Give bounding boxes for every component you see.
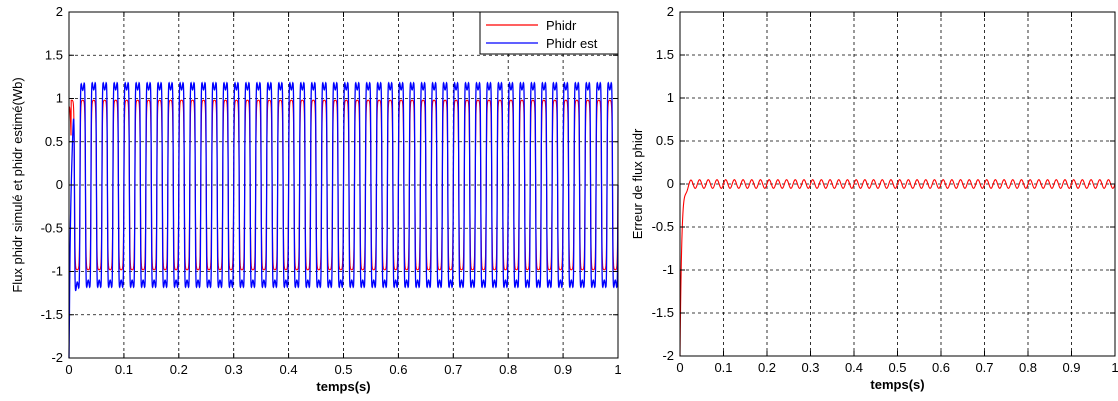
x-tick-label: 1 — [1111, 360, 1118, 375]
x-tick-label: 0.4 — [280, 362, 298, 377]
y-tick-label: 2 — [56, 4, 63, 19]
x-axis-label: temps(s) — [316, 379, 370, 394]
y-tick-label: 1 — [56, 91, 63, 106]
grid — [69, 12, 618, 358]
y-tick-label: 1.5 — [656, 47, 674, 62]
y-tick-label: -2 — [51, 350, 63, 365]
y-tick-label: -0.5 — [652, 219, 674, 234]
x-tick-label: 0.2 — [170, 362, 188, 377]
grid — [680, 12, 1115, 356]
y-tick-label: 0.5 — [656, 133, 674, 148]
x-tick-label: 0.5 — [888, 360, 906, 375]
y-tick-label: -1.5 — [41, 307, 63, 322]
legend-label: Phidr est — [546, 36, 598, 51]
legend: Phidr Phidr est — [479, 11, 619, 55]
error-chart: 0 0.1 0.2 0.3 0.4 0.5 0.6 0.7 0.8 0.9 1 2 1.5 1 0.5 0 -0… — [630, 4, 1118, 392]
y-tick-label: 0 — [56, 177, 63, 192]
x-tick-label: 0 — [65, 362, 72, 377]
x-tick-label: 0.9 — [554, 362, 572, 377]
legend-box — [479, 11, 619, 55]
y-tick-label: 2 — [667, 4, 674, 19]
y-tick-label: -0.5 — [41, 220, 63, 235]
x-axis-label: temps(s) — [870, 377, 924, 392]
series-line-error — [679, 179, 1116, 357]
x-tick-label: 1 — [614, 362, 621, 377]
x-tick-label: 0 — [676, 360, 683, 375]
flux-chart: 0 0.1 0.2 0.3 0.4 0.5 0.6 0.7 0.8 0.9 1 2 1.5 1 0.5 0 -0… — [10, 4, 622, 394]
y-tick-label: 0.5 — [45, 134, 63, 149]
x-tick-label: 0.6 — [389, 362, 407, 377]
x-tick-label: 0.5 — [334, 362, 352, 377]
x-tick-label: 0.4 — [845, 360, 863, 375]
y-tick-label: -1 — [662, 262, 674, 277]
x-tick-label: 0.1 — [115, 362, 133, 377]
x-tick-label: 0.2 — [758, 360, 776, 375]
y-tick-label: 0 — [667, 176, 674, 191]
x-tick-label: 0.8 — [499, 362, 517, 377]
legend-label: Phidr — [546, 18, 577, 33]
x-tick-label: 0.3 — [801, 360, 819, 375]
x-tick-label: 0.3 — [225, 362, 243, 377]
y-tick-label: -1.5 — [652, 305, 674, 320]
y-tick-label: 1.5 — [45, 47, 63, 62]
y-tick-label: -1 — [51, 264, 63, 279]
x-tick-label: 0.6 — [932, 360, 950, 375]
x-tick-label: 0.1 — [714, 360, 732, 375]
x-tick-label: 0.7 — [975, 360, 993, 375]
x-tick-label: 0.9 — [1062, 360, 1080, 375]
x-tick-label: 0.7 — [444, 362, 462, 377]
series-line-phidr-est — [68, 81, 619, 359]
y-axis-label: Flux phidr simulé et phidr estimé(Wb) — [10, 77, 25, 292]
y-tick-label: -2 — [662, 348, 674, 363]
y-axis-label: Erreur de flux phidr — [630, 128, 645, 239]
x-tick-label: 0.8 — [1019, 360, 1037, 375]
y-tick-label: 1 — [667, 90, 674, 105]
